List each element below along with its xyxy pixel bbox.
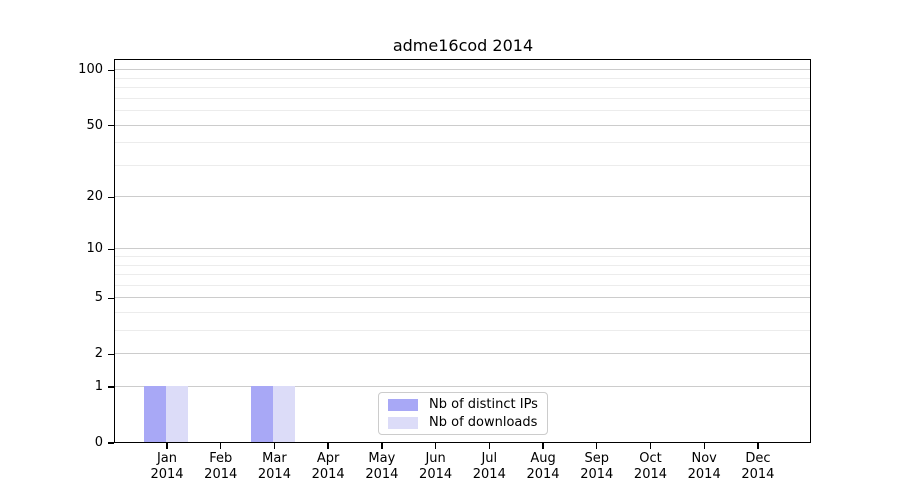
x-tick	[757, 443, 759, 449]
x-tick	[327, 443, 329, 449]
major-gridline	[115, 196, 810, 198]
x-tick-label: Dec 2014	[741, 451, 775, 482]
x-tick	[381, 443, 383, 449]
x-tick-label: Apr 2014	[311, 451, 345, 482]
minor-gridline	[115, 256, 810, 258]
bar-nb-of-distinct-ips	[251, 386, 274, 442]
y-tick	[108, 386, 114, 388]
bar-nb-of-distinct-ips	[144, 386, 166, 442]
x-tick	[488, 443, 490, 449]
x-tick-label: May 2014	[365, 451, 399, 482]
minor-gridline	[115, 330, 810, 332]
bar-nb-of-downloads	[273, 386, 296, 442]
x-tick-label: Mar 2014	[257, 451, 291, 482]
x-tick	[434, 443, 437, 449]
legend-swatch	[388, 398, 418, 411]
y-tick-label: 50	[86, 117, 103, 133]
minor-gridline	[115, 312, 810, 314]
y-tick	[108, 297, 114, 300]
major-gridline	[115, 124, 810, 126]
minor-gridline	[115, 77, 810, 79]
x-tick	[542, 443, 544, 449]
legend-label: Nb of distinct IPs	[429, 397, 538, 412]
y-tick-label: 2	[94, 346, 103, 362]
legend-swatch	[388, 416, 418, 429]
minor-gridline	[115, 284, 810, 286]
y-tick	[108, 196, 114, 198]
y-tick	[108, 248, 114, 251]
y-tick-label: 0	[94, 435, 103, 450]
x-tick-label: Nov 2014	[687, 451, 721, 482]
x-tick	[649, 443, 652, 449]
minor-gridline	[115, 142, 810, 144]
legend: Nb of distinct IPs Nb of downloads	[378, 392, 548, 435]
major-gridline	[115, 353, 810, 355]
major-gridline	[115, 386, 810, 388]
legend-label: Nb of downloads	[429, 415, 538, 430]
minor-gridline	[115, 264, 810, 266]
y-tick-label: 1	[94, 379, 103, 395]
x-tick-label: Feb 2014	[204, 451, 238, 482]
y-tick	[108, 353, 114, 355]
legend-item: Nb of distinct IPs	[388, 397, 538, 412]
x-tick	[166, 443, 168, 449]
major-gridline	[115, 69, 810, 71]
bar-nb-of-downloads	[166, 386, 188, 442]
legend-item: Nb of downloads	[388, 415, 538, 430]
minor-gridline	[115, 274, 810, 276]
x-tick-label: Jul 2014	[472, 451, 506, 482]
y-tick	[108, 124, 114, 127]
minor-gridline	[115, 97, 810, 99]
x-tick	[273, 443, 276, 449]
y-tick-label: 20	[86, 189, 103, 205]
x-tick-label: Jun 2014	[419, 451, 453, 482]
x-tick	[220, 443, 222, 449]
minor-gridline	[115, 110, 810, 112]
y-tick-label: 10	[86, 241, 103, 257]
x-tick-label: Oct 2014	[633, 451, 668, 482]
x-tick	[703, 443, 705, 449]
minor-gridline	[115, 164, 810, 166]
major-gridline	[115, 248, 810, 250]
y-tick-label: 5	[94, 290, 103, 306]
x-tick	[596, 443, 598, 449]
plot-area	[114, 59, 811, 443]
minor-gridline	[115, 87, 810, 89]
x-tick-label: Jan 2014	[150, 451, 184, 482]
chart-title: adme16cod 2014	[392, 36, 534, 55]
y-tick	[108, 442, 114, 444]
x-tick-label: Aug 2014	[526, 451, 560, 482]
y-tick	[108, 69, 114, 72]
major-gridline	[115, 297, 810, 299]
y-tick-label: 100	[78, 62, 103, 78]
x-tick-label: Sep 2014	[580, 451, 614, 482]
